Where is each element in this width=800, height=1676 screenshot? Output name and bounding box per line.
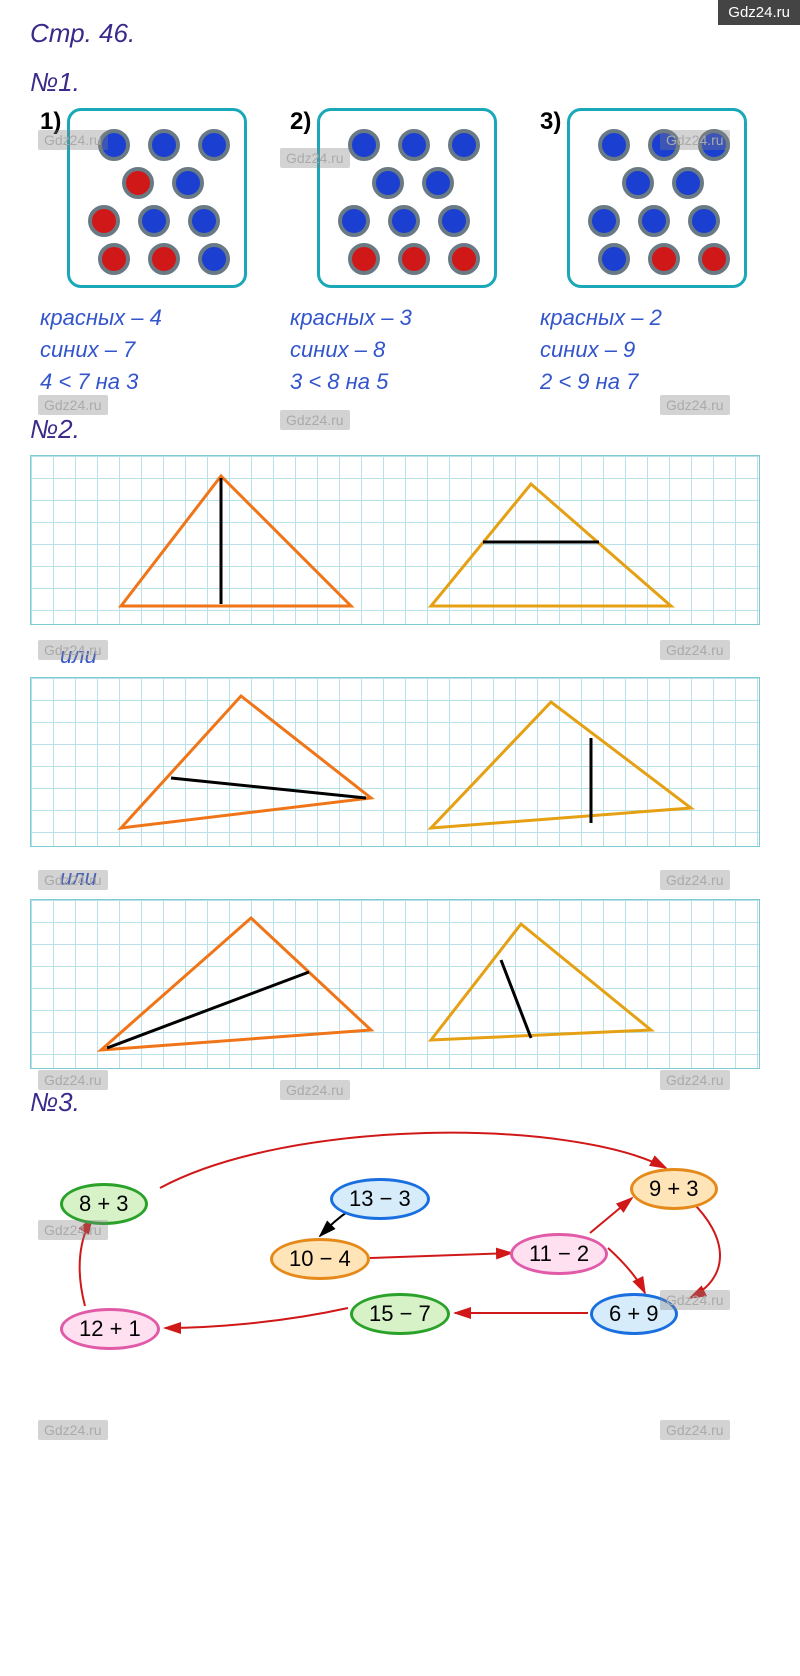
expression-pill: 11 − 2 xyxy=(510,1233,608,1275)
blue-dot xyxy=(448,129,480,161)
watermark: Gdz24.ru xyxy=(38,395,108,415)
triangle xyxy=(101,918,371,1050)
arrow xyxy=(370,1253,512,1258)
dot-box xyxy=(67,108,247,288)
site-badge: Gdz24.ru xyxy=(718,0,800,25)
dot-box xyxy=(567,108,747,288)
blue-dot xyxy=(688,205,720,237)
answer-line: синих – 9 xyxy=(540,334,760,366)
red-dot xyxy=(698,243,730,275)
watermark: Gdz24.ru xyxy=(38,1420,108,1440)
section-2-title: №2. xyxy=(30,414,770,445)
blue-dot xyxy=(398,129,430,161)
red-dot xyxy=(148,243,180,275)
grid-1 xyxy=(30,455,760,625)
red-dot xyxy=(398,243,430,275)
arrow xyxy=(590,1198,632,1233)
triangle-inner-line xyxy=(501,960,531,1038)
section-1: 1) красных – 4синих – 74 < 7 на 3 2) красны… xyxy=(40,108,770,398)
expression-pill: 9 + 3 xyxy=(630,1168,718,1210)
grid-2 xyxy=(30,677,760,847)
answer-line: красных – 4 xyxy=(40,302,260,334)
answer-line: красных – 2 xyxy=(540,302,760,334)
arrow xyxy=(690,1200,720,1298)
blue-dot xyxy=(648,129,680,161)
watermark: Gdz24.ru xyxy=(660,395,730,415)
answer-line: 3 < 8 на 5 xyxy=(290,366,510,398)
blue-dot xyxy=(638,205,670,237)
card-answers: красных – 4синих – 74 < 7 на 3 xyxy=(40,302,260,398)
watermark: Gdz24.ru xyxy=(660,1420,730,1440)
or-2: или xyxy=(60,865,770,891)
blue-dot xyxy=(588,205,620,237)
blue-dot xyxy=(338,205,370,237)
answer-line: 4 < 7 на 3 xyxy=(40,366,260,398)
card-label: 1) xyxy=(40,108,61,136)
answer-line: красных – 3 xyxy=(290,302,510,334)
blue-dot xyxy=(198,243,230,275)
card-label: 3) xyxy=(540,108,561,136)
blue-dot xyxy=(172,167,204,199)
blue-dot xyxy=(698,129,730,161)
blue-dot xyxy=(148,129,180,161)
blue-dot xyxy=(598,129,630,161)
expression-pill: 15 − 7 xyxy=(350,1293,450,1335)
blue-dot xyxy=(438,205,470,237)
card-3: 3) красных – 2синих – 92 < 9 на 7 xyxy=(540,108,760,398)
blue-dot xyxy=(188,205,220,237)
red-dot xyxy=(448,243,480,275)
answer-line: синих – 7 xyxy=(40,334,260,366)
blue-dot xyxy=(98,129,130,161)
card-2: 2) красных – 3синих – 83 < 8 на 5 xyxy=(290,108,510,398)
card-1: 1) красных – 4синих – 74 < 7 на 3 xyxy=(40,108,260,398)
blue-dot xyxy=(372,167,404,199)
answer-line: 2 < 9 на 7 xyxy=(540,366,760,398)
expression-pill: 12 + 1 xyxy=(60,1308,160,1350)
blue-dot xyxy=(138,205,170,237)
triangle-inner-line xyxy=(171,778,366,798)
arrow xyxy=(608,1248,645,1293)
dot-box xyxy=(317,108,497,288)
or-1: или xyxy=(60,643,770,669)
card-label: 2) xyxy=(290,108,311,136)
card-answers: красных – 3синих – 83 < 8 на 5 xyxy=(290,302,510,398)
arrow xyxy=(160,1132,666,1187)
blue-dot xyxy=(598,243,630,275)
triangle xyxy=(121,696,371,828)
red-dot xyxy=(648,243,680,275)
triangle xyxy=(431,484,671,606)
section-1-title: №1. xyxy=(30,67,770,98)
answer-line: синих – 8 xyxy=(290,334,510,366)
expression-pill: 8 + 3 xyxy=(60,1183,148,1225)
arrow xyxy=(80,1218,92,1306)
triangle xyxy=(431,924,651,1040)
expression-pill: 6 + 9 xyxy=(590,1293,678,1335)
triangle xyxy=(431,702,691,828)
red-dot xyxy=(88,205,120,237)
blue-dot xyxy=(422,167,454,199)
blue-dot xyxy=(672,167,704,199)
blue-dot xyxy=(622,167,654,199)
arrow xyxy=(165,1308,348,1328)
red-dot xyxy=(348,243,380,275)
page-title: Стр. 46. xyxy=(30,18,770,49)
expression-pill: 13 − 3 xyxy=(330,1178,430,1220)
blue-dot xyxy=(198,129,230,161)
blue-dot xyxy=(388,205,420,237)
card-answers: красных – 2синих – 92 < 9 на 7 xyxy=(540,302,760,398)
grid-3 xyxy=(30,899,760,1069)
section-3-title: №3. xyxy=(30,1087,770,1118)
triangle xyxy=(121,476,351,606)
red-dot xyxy=(98,243,130,275)
blue-dot xyxy=(348,129,380,161)
section-3: 8 + 3 13 − 3 9 + 3 10 − 4 11 − 2 15 − 7 6 + 9 1… xyxy=(30,1128,770,1358)
red-dot xyxy=(122,167,154,199)
expression-pill: 10 − 4 xyxy=(270,1238,370,1280)
